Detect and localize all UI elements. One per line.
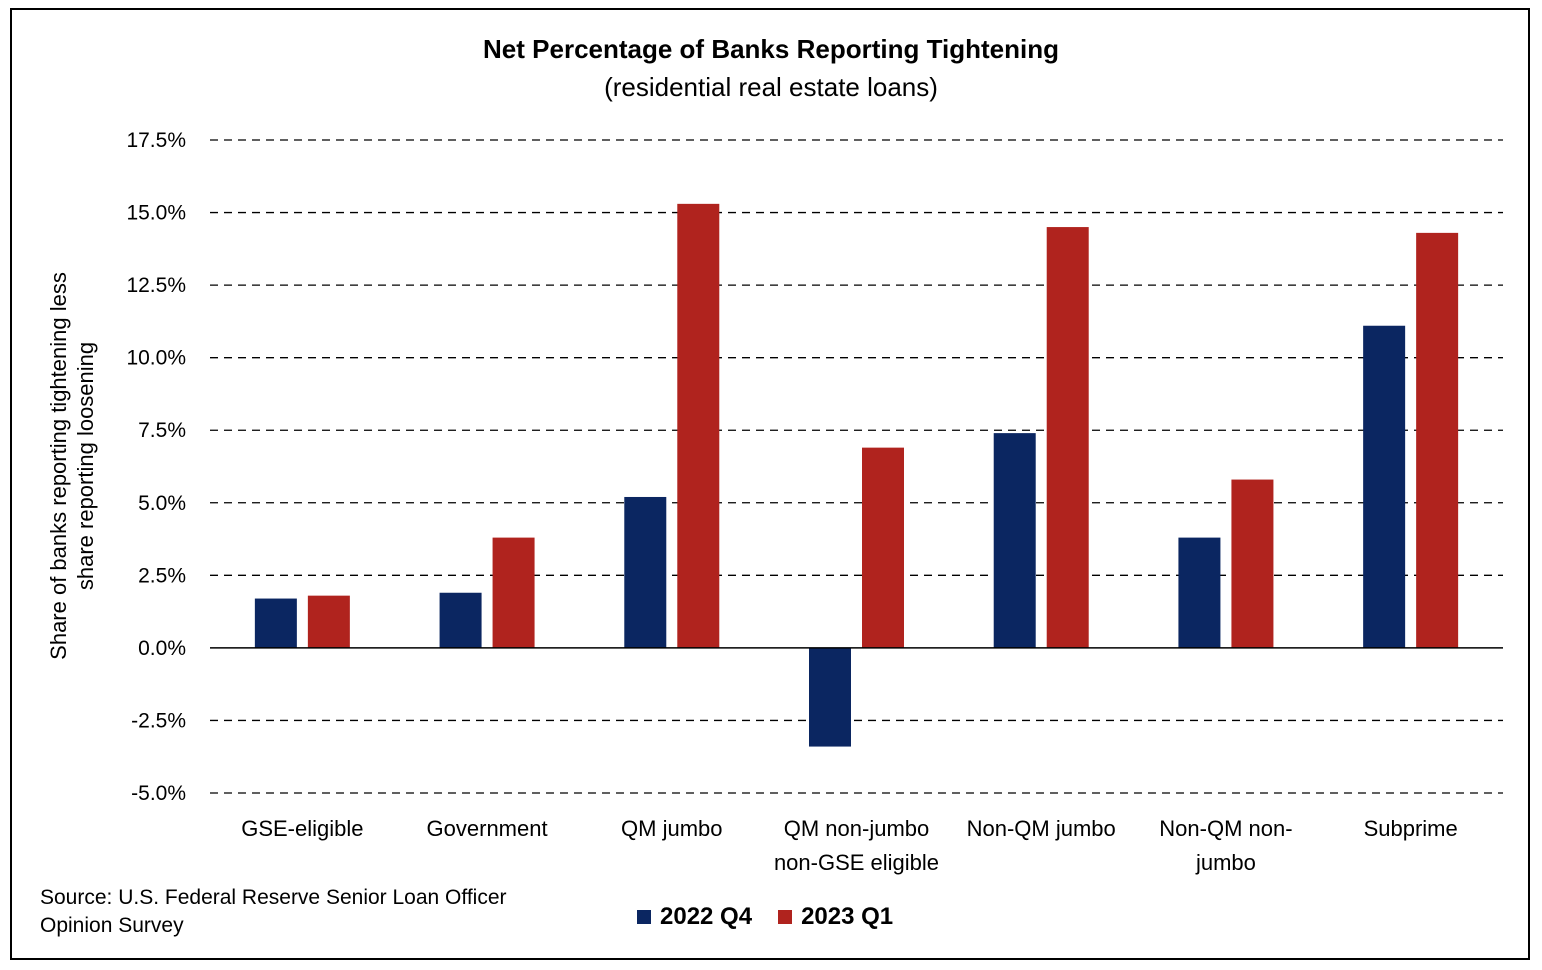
x-tick-label: non-GSE eligible xyxy=(774,850,939,875)
chart-frame xyxy=(10,8,1530,960)
y-tick-label: -2.5% xyxy=(131,709,186,732)
y-tick-label: 17.5% xyxy=(126,129,186,152)
x-tick-label: Non-QM non- xyxy=(1159,816,1292,841)
x-tick-label: Government xyxy=(427,816,548,841)
bar-2022-q4 xyxy=(254,598,297,648)
y-tick-label: 2.5% xyxy=(138,564,186,587)
bar-2022-q4 xyxy=(439,592,482,648)
y-tick-label: 7.5% xyxy=(138,419,186,442)
source-note-line-2: Opinion Survey xyxy=(40,914,184,937)
bar-2023-q1 xyxy=(307,595,350,648)
legend-label-2022-q4: 2022 Q4 xyxy=(660,903,753,930)
bar-2023-q1 xyxy=(1231,479,1274,648)
legend-item-2022-q4: 2022 Q4 xyxy=(637,903,752,931)
bar-2022-q4 xyxy=(1363,325,1406,648)
y-tick-label: 15.0% xyxy=(126,202,186,225)
bar-2022-q4 xyxy=(624,496,667,648)
x-tick-label: QM non-jumbo xyxy=(784,816,930,841)
bar-2022-q4 xyxy=(993,433,1036,648)
legend-swatch-2022-q4 xyxy=(637,910,651,924)
x-tick-label: GSE-eligible xyxy=(241,816,363,841)
y-tick-label: -5.0% xyxy=(131,782,186,805)
x-tick-label: jumbo xyxy=(1195,850,1256,875)
chart-title: Net Percentage of Banks Reporting Tighte… xyxy=(483,34,1059,64)
bar-2023-q1 xyxy=(492,537,535,648)
x-tick-label: QM jumbo xyxy=(621,816,722,841)
bar-2023-q1 xyxy=(677,203,720,648)
bar-2022-q4 xyxy=(809,647,851,747)
legend-label-2023-q1: 2023 Q1 xyxy=(801,903,894,930)
bar-2023-q1 xyxy=(1046,227,1089,648)
source-note-line-1: Source: U.S. Federal Reserve Senior Loan… xyxy=(40,886,507,909)
x-tick-label: Subprime xyxy=(1364,816,1458,841)
x-tick-label: Non-QM jumbo xyxy=(967,816,1116,841)
y-tick-label: 0.0% xyxy=(138,637,186,660)
source-note: Source: U.S. Federal Reserve Senior Loan… xyxy=(40,884,560,940)
y-tick-label: 10.0% xyxy=(126,347,186,370)
bar-2022-q4 xyxy=(1178,537,1221,648)
bar-2023-q1 xyxy=(1416,232,1459,648)
y-tick-label: 12.5% xyxy=(126,274,186,297)
bar-2023-q1 xyxy=(862,447,904,648)
chart-subtitle: (residential real estate loans) xyxy=(604,72,938,102)
legend: 2022 Q4 2023 Q1 xyxy=(637,903,919,931)
legend-swatch-2023-q1 xyxy=(778,910,793,924)
legend-item-2023-q1: 2023 Q1 xyxy=(778,903,893,931)
y-tick-label: 5.0% xyxy=(138,492,186,515)
